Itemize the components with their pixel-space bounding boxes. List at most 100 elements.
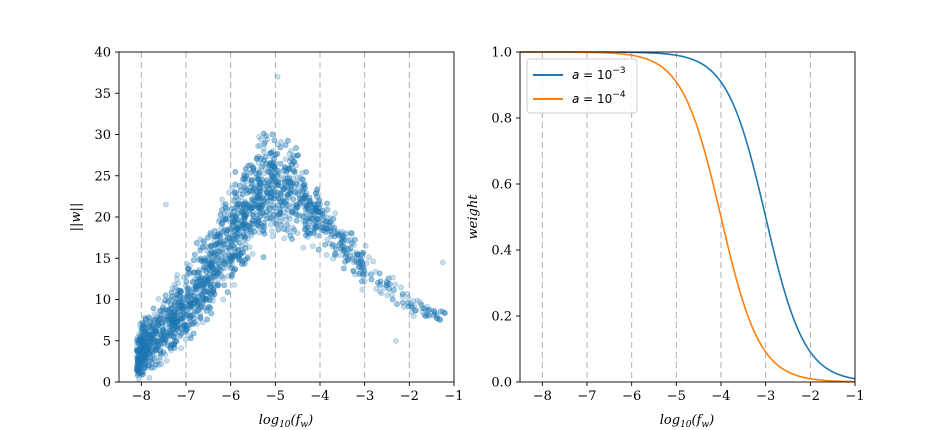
- scatter-point: [200, 280, 207, 287]
- scatter-point: [269, 153, 276, 160]
- scatter-point: [178, 330, 185, 337]
- scatter-point: [170, 316, 176, 323]
- scatter-point: [142, 319, 148, 326]
- scatter-point: [176, 328, 183, 335]
- scatter-point: [242, 212, 248, 219]
- line-y-tick-label: 0.0: [491, 376, 512, 391]
- scatter-point: [148, 343, 154, 350]
- scatter-point: [275, 189, 282, 196]
- scatter-point: [263, 208, 270, 215]
- scatter-point: [246, 201, 253, 208]
- scatter-point: [261, 230, 268, 237]
- scatter-point: [386, 280, 393, 287]
- scatter-point: [135, 354, 142, 361]
- scatter-point: [231, 227, 238, 233]
- scatter-point: [255, 204, 262, 211]
- scatter-point: [269, 214, 276, 221]
- scatter-point: [218, 248, 225, 255]
- scatter-point: [212, 252, 219, 259]
- scatter-point: [206, 303, 212, 310]
- scatter-point: [138, 328, 145, 335]
- scatter-point: [168, 289, 175, 296]
- scatter-point: [177, 287, 184, 294]
- scatter-point: [205, 288, 211, 295]
- scatter-point: [142, 321, 149, 328]
- scatter-point: [331, 233, 338, 240]
- scatter-point: [277, 144, 284, 151]
- scatter-point: [167, 296, 174, 303]
- scatter-point: [216, 216, 223, 223]
- scatter-point: [207, 232, 214, 238]
- scatter-point: [191, 269, 198, 276]
- scatter-point: [182, 336, 189, 343]
- scatter-point: [228, 256, 235, 263]
- scatter-point: [140, 351, 147, 358]
- scatter-point: [142, 340, 148, 346]
- scatter-point: [323, 225, 329, 231]
- scatter-point: [164, 332, 170, 339]
- scatter-point: [241, 198, 248, 205]
- scatter-point: [285, 191, 291, 198]
- scatter-point: [139, 356, 145, 363]
- scatter-point: [259, 164, 265, 170]
- scatter-point: [249, 196, 256, 203]
- scatter-point: [283, 171, 289, 178]
- scatter-point: [254, 194, 261, 201]
- scatter-point: [176, 299, 183, 305]
- scatter-point: [138, 339, 145, 346]
- scatter-point: [349, 253, 356, 260]
- scatter-point: [301, 192, 308, 199]
- scatter-point: [287, 190, 294, 197]
- scatter-point: [168, 310, 175, 317]
- scatter-point: [135, 365, 142, 372]
- scatter-point: [135, 349, 142, 356]
- scatter-point: [169, 316, 176, 322]
- scatter-point: [207, 274, 214, 281]
- scatter-point: [138, 336, 145, 343]
- scatter-point: [158, 331, 165, 338]
- scatter-point: [187, 302, 193, 309]
- scatter-point: [196, 269, 202, 276]
- scatter-point: [266, 205, 273, 212]
- scatter-point: [183, 325, 190, 332]
- scatter-point: [424, 303, 431, 310]
- scatter-point: [228, 205, 235, 212]
- scatter-point: [252, 174, 259, 181]
- scatter-point: [199, 298, 206, 305]
- scatter-point: [195, 275, 202, 281]
- scatter-point: [259, 195, 265, 202]
- scatter-point: [211, 281, 217, 288]
- scatter-point: [185, 287, 192, 293]
- scatter-point: [200, 283, 206, 289]
- scatter-point: [168, 317, 175, 324]
- scatter-point: [197, 304, 204, 311]
- scatter-point: [251, 228, 258, 235]
- scatter-point: [319, 211, 326, 218]
- scatter-point: [437, 308, 444, 315]
- scatter-point: [237, 208, 244, 215]
- scatter-point: [232, 213, 239, 220]
- scatter-point: [293, 211, 300, 218]
- scatter-point: [167, 302, 174, 308]
- scatter-point: [264, 190, 271, 196]
- scatter-point: [173, 297, 180, 304]
- scatter-point: [159, 336, 166, 342]
- scatter-point: [136, 364, 143, 371]
- scatter-point: [261, 165, 268, 172]
- scatter-point: [290, 153, 297, 159]
- scatter-point: [214, 254, 221, 261]
- scatter-point: [245, 223, 252, 229]
- scatter-point: [143, 347, 150, 353]
- scatter-point: [199, 293, 206, 300]
- scatter-point: [307, 199, 313, 206]
- scatter-point: [140, 322, 147, 329]
- scatter-point: [133, 347, 140, 354]
- scatter-point: [188, 302, 195, 308]
- scatter-point: [226, 255, 233, 262]
- scatter-point: [307, 199, 313, 206]
- scatter-point: [232, 231, 239, 238]
- scatter-point: [357, 255, 364, 262]
- scatter-point: [242, 233, 248, 240]
- scatter-point: [254, 194, 261, 201]
- scatter-point: [254, 182, 261, 189]
